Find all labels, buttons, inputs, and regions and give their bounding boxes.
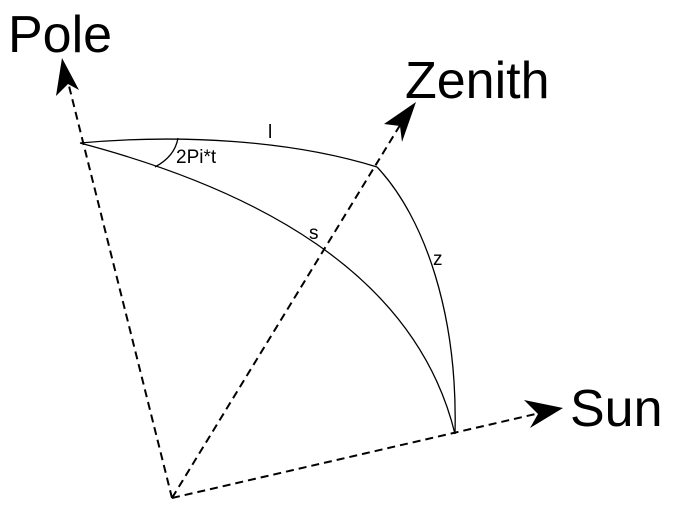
sun-arrowhead	[524, 400, 563, 428]
sun-label: Sun	[570, 380, 663, 438]
zenith-label: Zenith	[405, 52, 550, 110]
arc-s	[79, 142, 456, 435]
angle-label: 2Pi*t	[176, 147, 217, 168]
pole-label: Pole	[8, 6, 112, 64]
s-label: s	[309, 223, 319, 244]
zenith-arrowhead	[384, 102, 416, 142]
angle-arc	[154, 137, 179, 168]
pole-arrowhead	[56, 58, 79, 96]
pole-axis	[67, 81, 173, 499]
zenith-axis	[171, 121, 403, 499]
arc-z	[376, 166, 456, 435]
arc-l	[79, 138, 378, 168]
z-label: z	[433, 249, 443, 270]
l-label: l	[268, 122, 272, 143]
sun-axis	[171, 412, 541, 499]
